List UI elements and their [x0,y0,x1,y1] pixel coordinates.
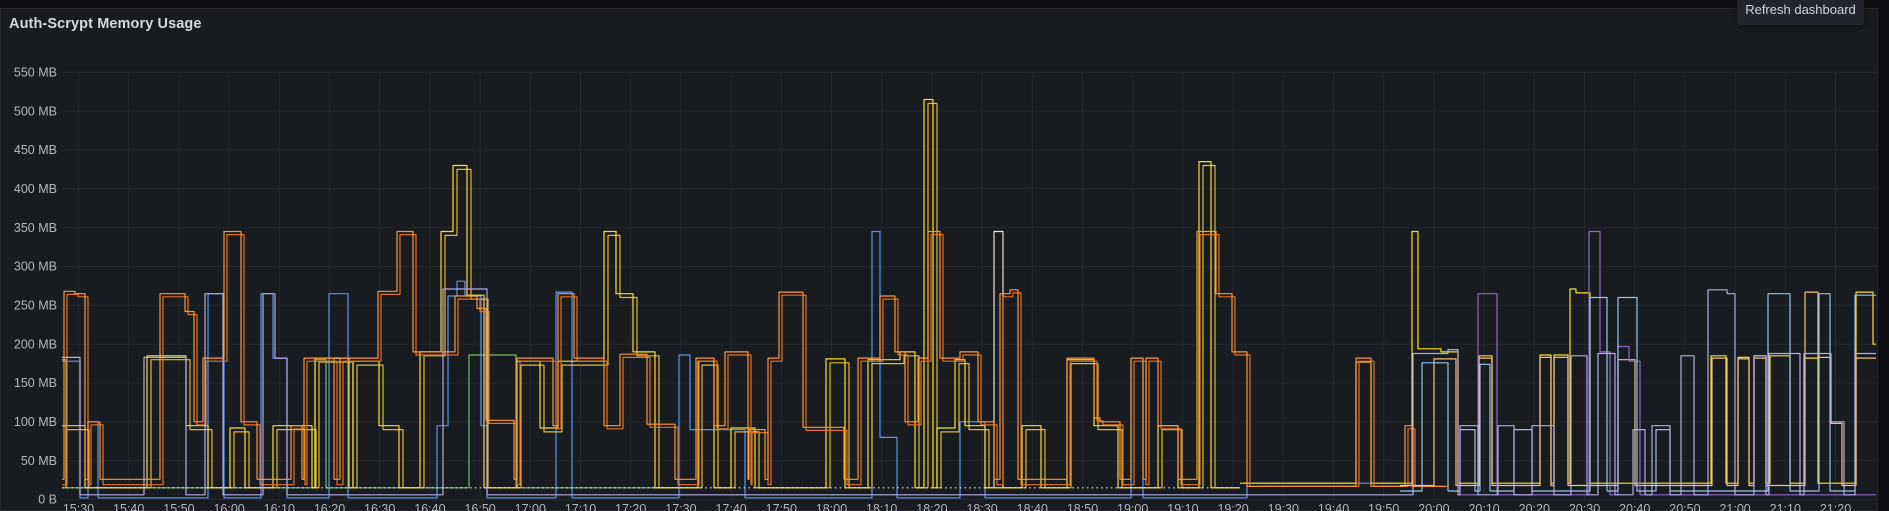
svg-text:19:00: 19:00 [1117,502,1148,511]
svg-text:250 MB: 250 MB [14,299,57,313]
svg-text:20:40: 20:40 [1619,502,1650,511]
svg-text:18:40: 18:40 [1017,502,1048,511]
svg-text:18:10: 18:10 [866,502,897,511]
svg-text:450 MB: 450 MB [14,143,57,157]
svg-text:18:00: 18:00 [816,502,847,511]
svg-text:17:10: 17:10 [565,502,596,511]
svg-text:15:40: 15:40 [113,502,144,511]
svg-text:350 MB: 350 MB [14,221,57,235]
svg-text:200 MB: 200 MB [14,337,57,351]
svg-text:18:50: 18:50 [1067,502,1098,511]
svg-text:16:40: 16:40 [414,502,445,511]
svg-text:16:50: 16:50 [464,502,495,511]
svg-text:18:30: 18:30 [966,502,997,511]
svg-text:18:20: 18:20 [916,502,947,511]
svg-text:20:10: 20:10 [1468,502,1499,511]
svg-text:21:20: 21:20 [1820,502,1851,511]
svg-text:19:50: 19:50 [1368,502,1399,511]
svg-text:17:40: 17:40 [715,502,746,511]
svg-text:400 MB: 400 MB [14,182,57,196]
svg-text:16:30: 16:30 [364,502,395,511]
svg-text:300 MB: 300 MB [14,260,57,274]
svg-text:100 MB: 100 MB [14,415,57,429]
svg-text:16:20: 16:20 [314,502,345,511]
svg-text:17:50: 17:50 [766,502,797,511]
svg-text:550 MB: 550 MB [14,66,57,80]
svg-text:21:00: 21:00 [1719,502,1750,511]
svg-text:20:50: 20:50 [1669,502,1700,511]
svg-text:20:30: 20:30 [1569,502,1600,511]
svg-text:19:20: 19:20 [1217,502,1248,511]
svg-text:16:00: 16:00 [213,502,244,511]
svg-text:19:30: 19:30 [1268,502,1299,511]
svg-text:19:10: 19:10 [1167,502,1198,511]
svg-text:17:00: 17:00 [515,502,546,511]
svg-text:0 B: 0 B [38,493,57,507]
svg-text:17:20: 17:20 [615,502,646,511]
svg-text:21:10: 21:10 [1770,502,1801,511]
svg-text:15:30: 15:30 [63,502,94,511]
svg-text:16:10: 16:10 [264,502,295,511]
svg-text:15:50: 15:50 [163,502,194,511]
svg-text:19:40: 19:40 [1318,502,1349,511]
svg-text:150 MB: 150 MB [14,376,57,390]
svg-text:500 MB: 500 MB [14,104,57,118]
svg-text:17:30: 17:30 [665,502,696,511]
svg-text:20:20: 20:20 [1519,502,1550,511]
svg-text:20:00: 20:00 [1418,502,1449,511]
svg-text:50 MB: 50 MB [21,454,57,468]
